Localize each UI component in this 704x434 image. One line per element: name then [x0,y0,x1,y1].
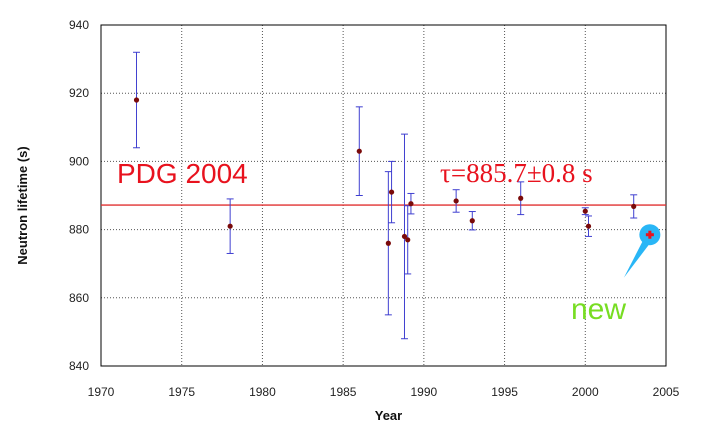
data-point [408,201,414,207]
x-tick-label: 1970 [88,385,115,399]
new-measurement-callout [623,224,661,278]
x-tick-labels: 1970 1975 1980 1985 1990 1995 2000 2005 [88,385,680,399]
data-point [133,97,140,103]
data-point [469,218,475,224]
data-point [388,189,395,195]
data-point [401,233,408,240]
callout-tail [623,240,649,278]
x-tick-label: 2005 [653,385,680,399]
data-point [227,223,233,229]
data-point [582,208,588,214]
x-tick-label: 1995 [491,385,518,399]
y-tick-label: 900 [69,154,89,168]
y-tick-labels: 840 860 880 900 920 940 [69,18,89,373]
data-point [585,223,592,229]
data-point [356,148,362,154]
y-tick-label: 940 [69,18,89,32]
plot-frame [100,24,667,367]
x-tick-label: 1980 [249,385,276,399]
data-point [385,240,391,246]
new-label: new [571,293,626,326]
pdg-2004-label: PDG 2004 [117,158,248,189]
new-point-cross-v [648,230,652,239]
data-points [133,97,637,246]
data-point [631,203,637,210]
y-axis-title: Neutron lifetime (s) [15,146,30,264]
data-point [518,195,524,201]
x-tick-label: 2000 [572,385,599,399]
data-point [405,237,411,243]
x-tick-label: 1985 [330,385,357,399]
tau-value-label: τ=885.7±0.8 s [440,158,593,188]
x-axis-title: Year [375,408,402,423]
y-tick-label: 840 [69,359,89,373]
x-tick-label: 1975 [168,385,195,399]
y-tick-label: 860 [69,291,89,305]
error-bars [133,51,638,340]
x-tick-label: 1990 [411,385,438,399]
data-point [453,198,459,204]
y-tick-label: 880 [69,223,89,237]
y-tick-label: 920 [69,86,89,100]
